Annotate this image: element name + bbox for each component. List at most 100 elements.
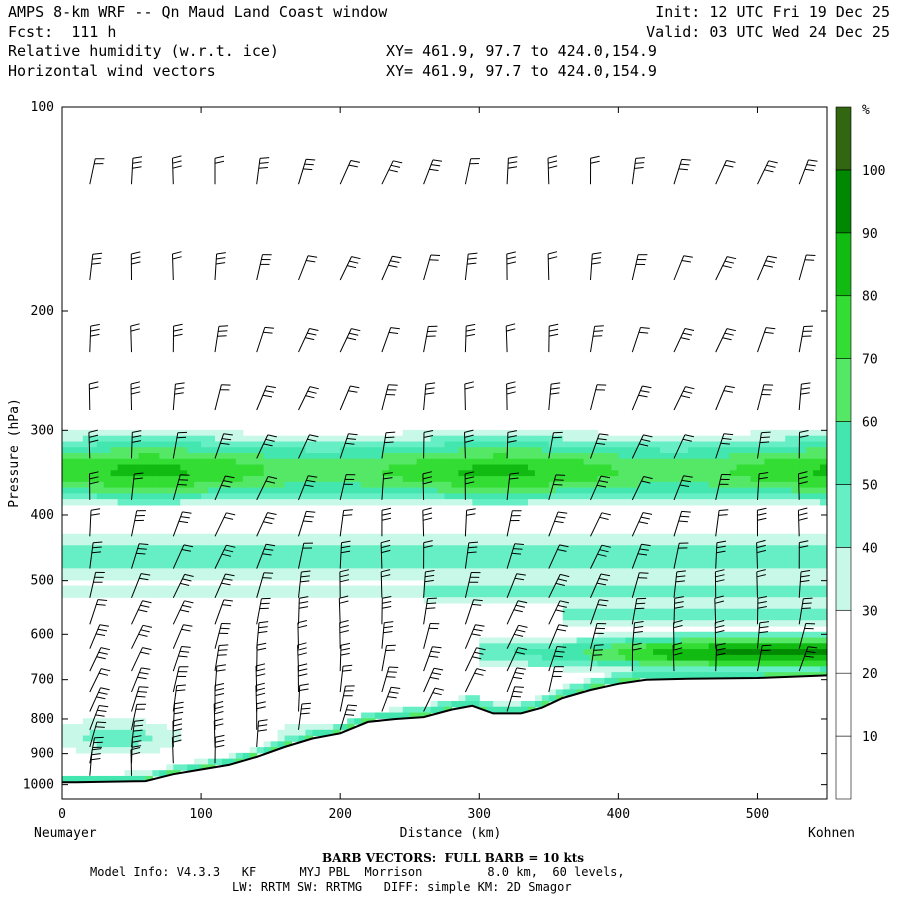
rh-cell [249,481,258,489]
rh-cell [388,487,397,494]
rh-cell [381,568,390,575]
rh-cell [667,620,675,627]
rh-cell [437,447,446,454]
rh-cell [674,539,682,546]
rh-cell [208,499,216,506]
rh-cell [479,556,487,564]
rh-cell [374,441,383,448]
rh-cell [583,649,592,656]
rh-cell [764,499,772,506]
wind-barb-flag [759,441,770,444]
rh-cell [458,551,466,558]
wind-barb-flag [381,507,392,511]
rh-cell [368,470,376,477]
rh-cell [430,458,439,466]
rh-cell [451,562,459,569]
rh-cell [632,458,640,466]
rh-cell [708,591,717,598]
rh-cell [597,470,606,477]
rh-cell [326,499,334,506]
rh-cell [215,464,223,471]
rh-cell [423,470,432,477]
rh-cell [326,447,334,454]
rh-cell [500,429,508,437]
rh-cell [743,556,752,564]
rh-cell [187,487,195,494]
rh-cell [333,481,341,489]
wind-barb-staff [89,647,102,672]
rh-cell [103,747,112,754]
rh-cell [813,631,821,639]
rh-cell [569,654,578,662]
rh-cell [124,775,133,783]
rh-cell [674,654,682,662]
rh-cell [597,458,606,466]
rh-cell [555,487,564,494]
wind-barb-flag [595,442,606,445]
rh-cell [507,429,515,437]
rh-cell [785,453,793,460]
rh-cell [604,574,612,581]
rh-cell [534,545,543,552]
rh-cell [708,602,717,610]
wind-barb-flag [466,513,476,516]
rh-cell [173,458,181,466]
rh-cell [715,649,724,656]
rh-cell [284,591,293,598]
rh-cell [618,441,626,448]
rh-cell [764,435,772,443]
rh-cell [708,533,717,541]
wind-barb-flag [804,168,815,171]
rh-cell [548,643,557,650]
rh-cell [590,551,599,558]
wind-barb-flag [91,758,101,761]
rh-cell [778,660,786,667]
rh-cell [68,435,77,443]
y-tick-label: 900 [31,747,54,762]
wind-barb-flag [723,390,733,393]
rh-cell [743,441,752,448]
rh-cell [180,476,188,483]
rh-cell [771,660,779,667]
rh-cell [729,476,738,483]
rh-cell [576,643,585,650]
rh-cell [465,435,473,443]
rh-cell [62,585,70,592]
rh-cell [75,551,84,558]
rh-cell [145,429,153,437]
rh-cell [221,533,230,541]
rh-cell [687,458,696,466]
rh-cell [674,672,682,679]
wind-barb-flag [130,328,140,332]
rh-cell [639,574,647,581]
wind-barb-flag [429,259,439,261]
rh-cell [201,533,209,541]
wind-barb-staff [797,510,800,537]
rh-cell [569,568,578,575]
rh-cell [562,447,571,454]
wind-barb-flag [89,439,99,443]
wind-barb-staff [798,159,809,185]
rh-cell [541,539,550,546]
rh-cell [479,700,487,708]
wind-barb-flag [513,690,523,693]
rh-cell [562,481,571,489]
wind-barb-staff [380,571,383,598]
rh-cell [374,487,383,494]
wind-barb-flag [601,544,611,548]
wind-barb-staff [131,704,138,730]
rh-cell [368,551,376,558]
rh-cell [347,718,355,725]
wind-barb-staff [381,645,387,672]
rh-cell [166,453,174,460]
rh-cell [813,666,821,673]
rh-cell [388,493,397,500]
rh-cell [423,539,432,546]
rh-cell [249,585,258,592]
rh-cell [235,562,244,569]
rh-cell [715,614,724,621]
rh-cell [242,476,251,483]
rh-cell [430,476,439,483]
rh-cell [729,654,738,662]
wind-barb-staff [172,474,181,501]
